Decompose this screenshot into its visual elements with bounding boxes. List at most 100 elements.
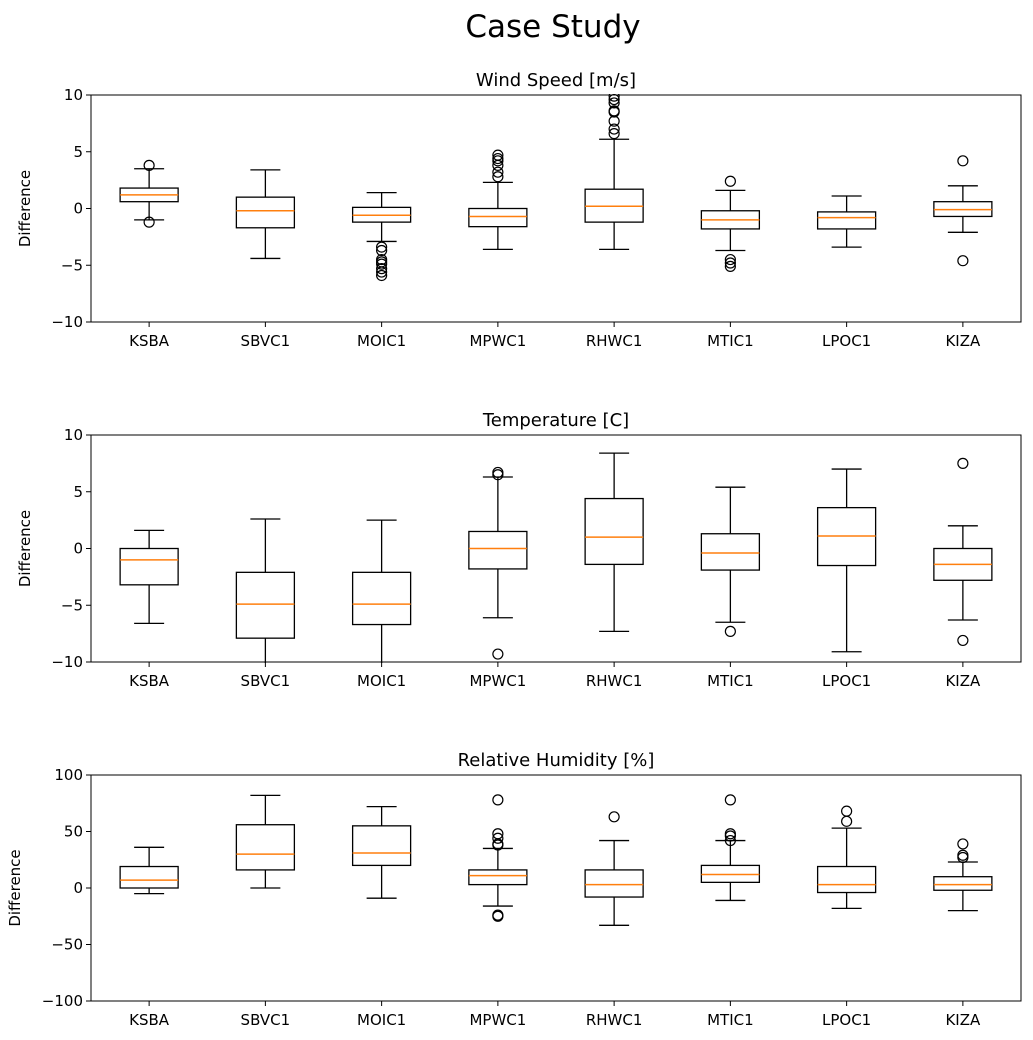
x-tick-label: MTIC1 <box>707 1011 754 1029</box>
outlier-point <box>724 794 736 806</box>
x-tick-label: MPWC1 <box>469 1011 526 1029</box>
y-tick-label: 100 <box>54 766 83 784</box>
outlier-point <box>957 849 969 861</box>
x-tick-label: KIZA <box>945 1011 981 1029</box>
outlier-point <box>492 794 504 806</box>
outlier-point <box>724 260 736 272</box>
x-tick-label: SBVC1 <box>241 332 291 350</box>
axes-frame <box>90 434 1022 663</box>
box-iqr <box>351 825 412 867</box>
outlier-point <box>492 166 504 178</box>
box-LPOC1 <box>816 468 877 653</box>
x-tick-label: MOIC1 <box>357 672 406 690</box>
outlier-point <box>724 257 736 269</box>
outlier-point <box>724 830 736 842</box>
box-RHWC1 <box>584 811 644 926</box>
box-iqr <box>816 865 877 894</box>
subplot-1: Wind Speed [m/s] Difference −10 −5 0 5 10 KSBA S… <box>16 70 1022 350</box>
outlier-point <box>841 815 853 827</box>
box-MOIC1 <box>351 519 412 663</box>
x-tick-label: KSBA <box>129 672 170 690</box>
y-tick-label: −100 <box>42 992 83 1010</box>
outlier-point <box>608 811 620 823</box>
box-iqr <box>584 497 644 566</box>
outlier-point <box>957 634 969 647</box>
box-iqr <box>119 547 179 586</box>
box-KSBA <box>119 529 179 625</box>
x-tick-label: LPOC1 <box>822 1011 871 1029</box>
box-MTIC1 <box>700 486 761 637</box>
outlier-point <box>376 269 388 282</box>
outlier-point <box>957 851 969 864</box>
box-SBVC1 <box>235 518 296 663</box>
y-axis-label: Difference <box>16 170 34 247</box>
box-iqr <box>119 865 179 889</box>
y-tick-label: −5 <box>61 596 83 614</box>
box-iqr <box>933 876 993 891</box>
outlier-point <box>724 253 736 266</box>
plot-area <box>119 94 993 282</box>
outlier-point <box>492 839 504 851</box>
outlier-point <box>608 94 620 102</box>
y-tick-label: 10 <box>64 86 83 104</box>
outlier-point <box>724 834 736 847</box>
subplot-title: Wind Speed [m/s] <box>476 70 636 91</box>
x-tick-label: KIZA <box>945 332 981 350</box>
box-MOIC1 <box>351 191 412 282</box>
box-SBVC1 <box>235 169 296 260</box>
outlier-point <box>376 241 388 253</box>
plot-area <box>119 794 993 926</box>
y-tick-label: 5 <box>73 143 83 161</box>
x-tick-label: MOIC1 <box>357 1011 406 1029</box>
y-axis-label: Difference <box>16 510 34 587</box>
box-MPWC1 <box>468 149 528 251</box>
x-tick-label: KSBA <box>129 1011 170 1029</box>
box-MTIC1 <box>700 175 761 272</box>
axes-frame <box>90 774 1022 1002</box>
box-SBVC1 <box>235 794 296 889</box>
outlier-point <box>492 466 504 479</box>
box-iqr <box>700 533 761 571</box>
x-tick-label: RHWC1 <box>586 332 643 350</box>
outlier-point <box>957 838 969 850</box>
figure-title: Case Study <box>465 9 640 45</box>
x-tick-label: RHWC1 <box>586 1011 643 1029</box>
subplot-2: Temperature [C] Difference −10 −5 0 5 10 KSBA SB… <box>16 410 1022 690</box>
box-iqr <box>816 211 877 230</box>
x-tick-label: KSBA <box>129 332 170 350</box>
box-LPOC1 <box>816 195 877 248</box>
x-tick-label: MTIC1 <box>707 672 754 690</box>
outlier-point <box>608 105 620 117</box>
x-tick-label: MPWC1 <box>469 672 526 690</box>
outlier-point <box>376 244 388 257</box>
box-iqr <box>235 196 296 229</box>
box-iqr <box>584 869 644 898</box>
y-tick-label: 10 <box>64 426 83 444</box>
outlier-point <box>492 648 504 660</box>
y-tick-label: −10 <box>51 653 83 671</box>
x-tick-label: KIZA <box>945 672 981 690</box>
outlier-point <box>376 266 388 278</box>
box-iqr <box>468 869 528 886</box>
outlier-point <box>492 152 504 165</box>
box-KIZA <box>933 457 993 647</box>
outlier-point <box>376 263 388 275</box>
outlier-point <box>492 910 504 922</box>
axes-frame <box>90 94 1022 323</box>
x-tick-label: MTIC1 <box>707 332 754 350</box>
outlier-point <box>957 255 969 267</box>
box-LPOC1 <box>816 805 877 909</box>
y-tick-label: 0 <box>73 540 83 558</box>
outlier-point <box>957 457 969 469</box>
y-tick-label: −50 <box>51 936 83 954</box>
outlier-point <box>492 149 504 161</box>
outlier-point <box>608 127 620 140</box>
subplot-3: Relative Humidity [%] Difference −100 −50 0 5… <box>6 750 1022 1029</box>
x-tick-label: MOIC1 <box>357 332 406 350</box>
box-iqr <box>235 824 296 871</box>
y-tick-label: −5 <box>61 256 83 274</box>
box-MPWC1 <box>468 466 528 660</box>
box-KSBA <box>119 159 179 228</box>
y-tick-label: 0 <box>73 879 83 897</box>
